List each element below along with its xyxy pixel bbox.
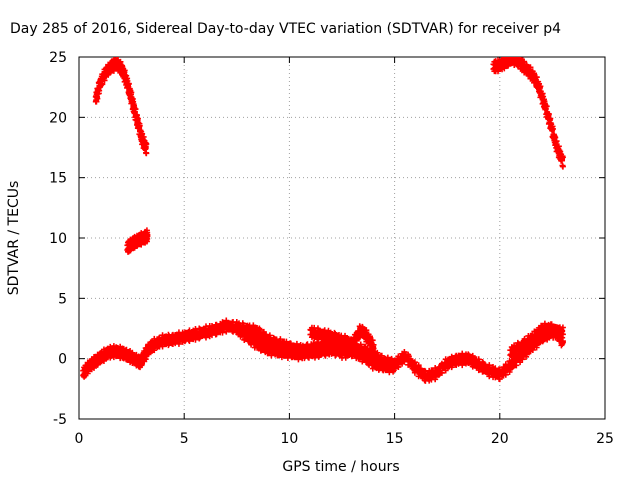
y-tick-label: 25 xyxy=(49,50,67,66)
x-tick-label: 5 xyxy=(180,431,189,447)
y-tick-label: 0 xyxy=(58,352,67,368)
data-point-markers xyxy=(92,57,150,157)
y-tick-label: 10 xyxy=(49,231,67,247)
x-tick-label: 10 xyxy=(280,431,298,447)
x-axis-label: GPS time / hours xyxy=(282,459,399,475)
axes xyxy=(78,56,606,420)
data-point-markers xyxy=(507,320,566,360)
x-tick-label: 25 xyxy=(596,431,614,447)
y-tick-label: 5 xyxy=(58,291,67,307)
x-tick-label: 20 xyxy=(491,431,509,447)
plot-frame xyxy=(78,56,606,420)
data-point-markers xyxy=(490,57,566,170)
tick-labels: 0 5 10 15 20 25 -5 0 5 10 15 20 25 xyxy=(49,50,614,447)
data-point-markers xyxy=(307,323,377,354)
x-tick-label: 15 xyxy=(386,431,404,447)
data-trace xyxy=(124,227,151,255)
y-tick-label: 20 xyxy=(49,110,67,126)
data-points xyxy=(80,57,566,384)
data-trace xyxy=(490,57,566,170)
data-point-markers xyxy=(124,227,151,255)
y-tick-label: -5 xyxy=(53,412,67,428)
data-trace xyxy=(233,322,398,376)
y-axis-label: SDTVAR / TECUs xyxy=(6,181,22,296)
chart-title: Day 285 of 2016, Sidereal Day-to-day VTE… xyxy=(10,21,561,37)
data-trace xyxy=(507,320,566,360)
data-point-markers xyxy=(233,322,398,376)
grid-lines xyxy=(79,57,605,419)
data-trace xyxy=(307,323,377,354)
x-tick-label: 0 xyxy=(75,431,84,447)
y-tick-label: 15 xyxy=(49,171,67,187)
data-trace xyxy=(92,57,150,157)
